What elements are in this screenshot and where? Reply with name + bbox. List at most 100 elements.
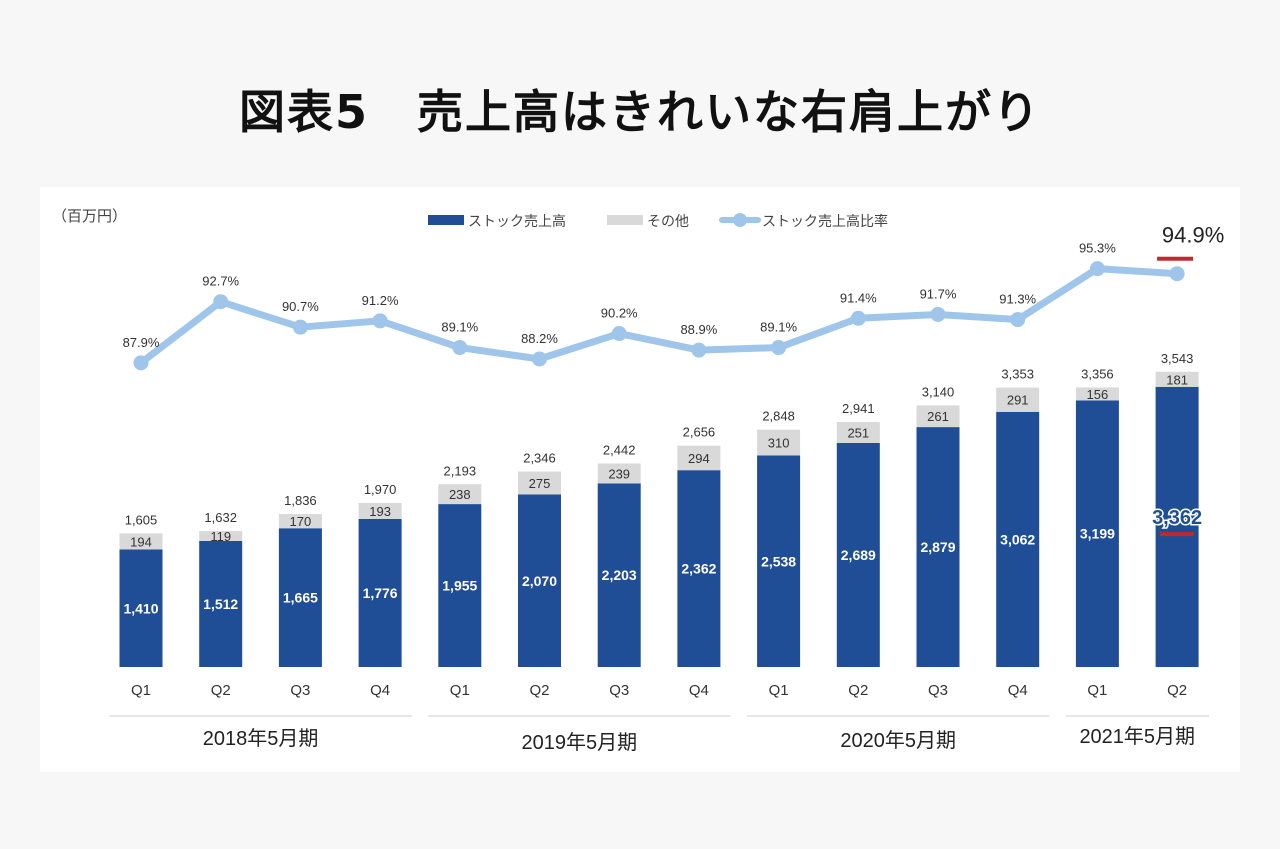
bar-other-label: 261: [927, 409, 949, 424]
bar-stock-label: 2,538: [761, 553, 796, 569]
bar-other: [757, 429, 801, 456]
bar-stock-label: 3,199: [1080, 526, 1115, 542]
bar-total-label: 3,353: [1001, 367, 1034, 382]
bar-total-label: 3,543: [1161, 351, 1194, 366]
bar-stock-label: 1,410: [123, 600, 158, 616]
ratio-point: [1169, 266, 1185, 282]
x-axis-layer: Q1 Q2 Q3 Q4 Q1 Q2 Q3 Q4 Q1 Q2 Q3 Q4 Q1 Q2 2018年5月期 2019…: [109, 682, 1209, 754]
bar-stock: [358, 519, 402, 667]
figure-title: 図表5 売上高はきれいな右肩上がり: [238, 85, 1041, 139]
bar-total-label: 2,941: [842, 401, 875, 416]
bar-stock: [757, 455, 801, 667]
bar-other: [438, 484, 482, 505]
ratio-label: 90.2%: [601, 306, 638, 321]
x-tick-label: Q1: [131, 682, 151, 699]
bar-stock-label: 2,879: [920, 539, 955, 555]
ratio-point: [611, 326, 627, 342]
ratio-point: [771, 340, 787, 356]
bar-stock-label: 2,203: [602, 567, 637, 583]
bar-stock-label: 1,955: [442, 578, 477, 594]
bar-stock: [438, 504, 482, 667]
bar-stock: [1075, 400, 1119, 667]
bar-other: [597, 463, 641, 484]
bar-other-label: 251: [847, 425, 869, 440]
ratio-point: [213, 294, 229, 310]
bar-other-label: 238: [449, 487, 471, 502]
bar-stock-label: 3,062: [1000, 531, 1035, 547]
bar-stock-label: 3,362: [1152, 507, 1202, 529]
x-tick-label: Q2: [1167, 682, 1187, 699]
x-tick-label: Q3: [290, 682, 310, 699]
x-tick-label: Q1: [450, 682, 470, 699]
ratio-label: 88.9%: [680, 322, 717, 337]
bar-other-label: 156: [1087, 387, 1109, 402]
bar-other: [518, 471, 561, 495]
period-label: 2018年5月期: [203, 727, 319, 750]
ratio-point: [532, 351, 547, 367]
period-label: 2019年5月期: [522, 731, 638, 754]
x-tick-label: Q2: [848, 682, 868, 699]
x-tick-label: Q3: [928, 682, 948, 699]
ratio-point: [930, 306, 946, 322]
legend-swatch-stock: [428, 215, 464, 225]
chart-panel: （百万円） ストック売上高 その他 ストック売上高比率 1,410 194 1,60…: [40, 187, 1240, 772]
ratio-point: [1089, 261, 1105, 277]
ratio-label: 91.7%: [920, 286, 957, 301]
bar-stock-label: 2,362: [681, 561, 716, 577]
bar-other: [119, 533, 163, 550]
bar-stock-label: 2,689: [841, 547, 876, 563]
x-tick-label: Q2: [211, 682, 231, 699]
bar-other-label: 170: [290, 514, 312, 529]
x-tick-label: Q3: [609, 682, 629, 699]
bar-other: [278, 514, 322, 529]
bar-stock-label: 1,776: [363, 585, 398, 601]
legend-label-stock: ストック売上高: [468, 213, 566, 229]
bar-stock: [677, 470, 721, 667]
bar-total-label: 1,970: [364, 482, 397, 497]
ratio-point: [372, 313, 388, 329]
legend-swatch-other: [607, 215, 643, 225]
bar-stock-label: 2,070: [522, 573, 557, 589]
bar-other-label: 275: [529, 476, 551, 491]
bar-other-label: 294: [688, 451, 710, 466]
bar-stock-label: 1,512: [203, 596, 238, 612]
legend: ストック売上高 その他 ストック売上高比率: [428, 213, 888, 229]
x-tick-label: Q2: [529, 682, 549, 699]
ratio-label: 91.2%: [362, 293, 399, 308]
bar-other: [1155, 371, 1199, 387]
x-tick-label: Q4: [370, 682, 390, 699]
bar-stock: [996, 411, 1040, 667]
ratio-label: 89.1%: [760, 320, 797, 335]
bar-total-label: 2,848: [762, 409, 795, 424]
bar-other: [836, 422, 880, 443]
ratio-label: 88.2%: [521, 331, 558, 346]
ratio-line-layer: 87.9% 92.7% 90.7% 91.2% 89.1% 88.2% 90.2% 88.9%…: [123, 223, 1224, 371]
bar-total-label: 3,356: [1081, 366, 1114, 381]
bar-other: [916, 405, 960, 428]
stacked-bar-line-chart: （百万円） ストック売上高 その他 ストック売上高比率 1,410 194 1,60…: [52, 208, 1224, 754]
bar-stock: [597, 483, 641, 667]
ratio-point: [691, 342, 707, 358]
bar-stock-label: 1,665: [283, 590, 318, 606]
bar-other-label: 194: [130, 534, 152, 549]
bar-other: [996, 387, 1040, 412]
bar-total-label: 2,193: [444, 463, 477, 478]
ratio-label: 91.4%: [840, 290, 877, 305]
bar-stock: [119, 549, 163, 667]
bar-total-label: 3,140: [922, 384, 955, 399]
bar-stock: [836, 442, 880, 667]
bar-other-label: 119: [210, 529, 231, 544]
bar-other: [677, 445, 721, 471]
bar-stock: [518, 494, 561, 667]
legend-label-other: その他: [647, 213, 689, 229]
bar-total-label: 1,632: [204, 510, 237, 525]
ratio-label: 95.3%: [1079, 241, 1116, 256]
bar-total-label: 1,605: [125, 512, 158, 527]
bar-other-label: 310: [768, 436, 790, 451]
ratio-label: 92.7%: [202, 274, 239, 289]
ratio-label: 89.1%: [441, 320, 478, 335]
unit-label: （百万円）: [52, 208, 127, 225]
ratio-point: [133, 355, 149, 371]
ratio-point: [452, 340, 468, 356]
bar-other: [358, 502, 402, 519]
